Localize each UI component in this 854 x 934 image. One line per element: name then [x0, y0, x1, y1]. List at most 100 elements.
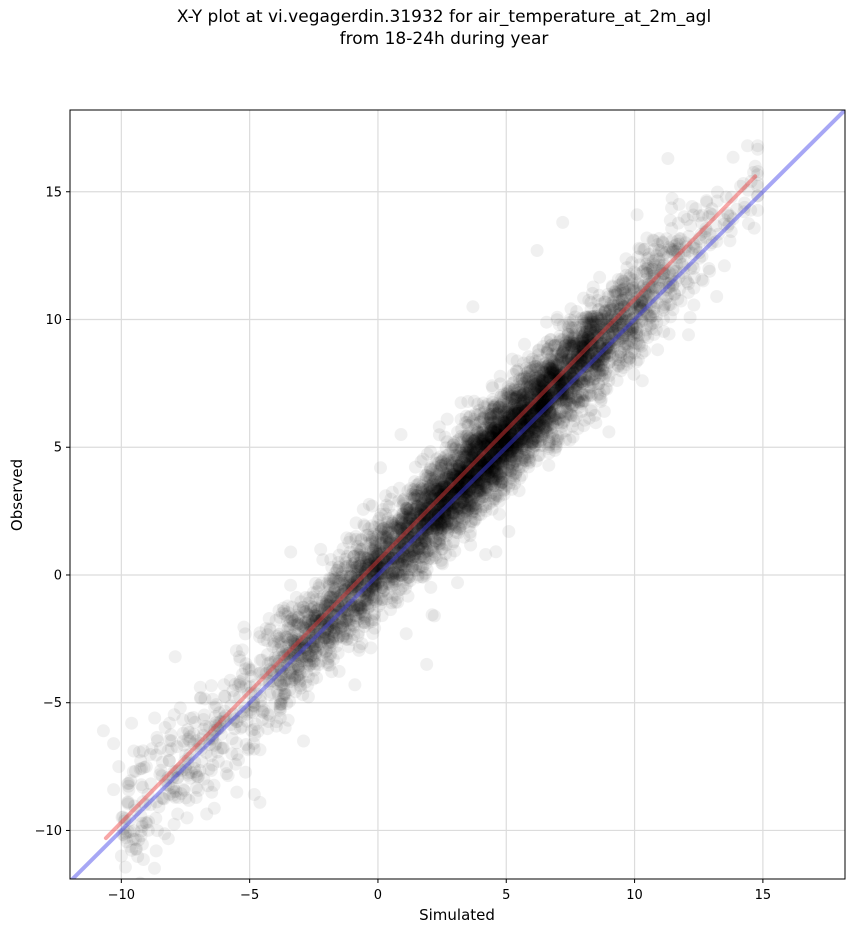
data-point: [595, 326, 609, 339]
data-point: [446, 480, 460, 494]
data-point: [461, 440, 475, 454]
data-point: [407, 550, 421, 564]
data-point: [495, 455, 509, 469]
data-point: [478, 440, 492, 453]
data-point: [474, 444, 488, 458]
data-point: [443, 499, 457, 513]
data-point: [471, 483, 485, 497]
data-point: [134, 754, 148, 768]
data-point: [610, 313, 624, 327]
data-point: [478, 467, 492, 481]
data-point: [534, 389, 548, 403]
data-point: [512, 433, 526, 446]
data-point: [565, 356, 579, 370]
data-point: [717, 259, 731, 273]
data-point: [631, 311, 644, 325]
data-point: [519, 421, 533, 435]
data-point: [536, 401, 550, 415]
data-point: [618, 309, 632, 323]
data-point: [444, 477, 458, 491]
data-point: [487, 425, 501, 439]
data-point: [439, 509, 453, 523]
data-point: [594, 348, 608, 362]
data-point: [510, 401, 524, 415]
data-point: [566, 430, 580, 444]
data-point: [512, 424, 526, 438]
data-point: [621, 314, 634, 328]
data-point: [721, 206, 735, 220]
data-point: [512, 422, 526, 436]
data-point: [401, 549, 415, 563]
data-point: [168, 650, 182, 664]
data-point: [526, 402, 540, 416]
data-point: [449, 508, 463, 522]
data-point: [489, 545, 503, 559]
data-point: [475, 490, 489, 504]
data-point: [521, 378, 535, 392]
data-point: [353, 542, 367, 556]
data-point: [281, 651, 295, 665]
data-point: [342, 581, 356, 595]
data-point: [488, 448, 502, 462]
data-point: [519, 415, 532, 428]
data-point: [126, 765, 140, 779]
data-point: [527, 429, 541, 443]
data-point: [347, 549, 361, 563]
data-point: [478, 445, 492, 459]
data-point: [555, 384, 569, 397]
data-point: [443, 492, 457, 506]
data-point: [417, 510, 431, 524]
data-point: [338, 607, 351, 620]
data-point: [430, 492, 444, 506]
data-point: [332, 594, 346, 608]
data-point: [427, 542, 441, 556]
data-point: [463, 452, 477, 466]
data-point: [188, 755, 202, 769]
data-point: [520, 414, 534, 428]
data-point: [511, 446, 525, 460]
data-point: [297, 734, 310, 748]
data-point: [208, 723, 221, 737]
data-point: [626, 321, 640, 335]
data-point: [602, 425, 616, 439]
data-point: [457, 465, 471, 479]
data-point: [416, 526, 430, 540]
data-point: [652, 258, 666, 272]
data-point: [332, 586, 346, 600]
data-point: [334, 594, 348, 608]
data-point: [385, 516, 399, 530]
data-point: [509, 467, 523, 481]
data-point: [415, 560, 429, 574]
data-point: [371, 529, 385, 543]
data-point: [427, 609, 441, 623]
data-point: [581, 334, 595, 348]
data-point: [564, 302, 578, 316]
data-point: [459, 442, 473, 456]
data-point: [498, 422, 512, 436]
data-point: [606, 307, 620, 321]
data-point: [457, 482, 471, 496]
data-point: [318, 625, 332, 639]
data-point: [456, 494, 470, 508]
data-point: [682, 328, 695, 342]
data-point: [548, 408, 562, 422]
data-point: [466, 450, 480, 464]
data-point: [541, 362, 555, 376]
data-point: [266, 640, 280, 653]
data-point: [374, 461, 387, 475]
data-point: [309, 623, 323, 637]
data-point: [529, 405, 543, 419]
data-point: [311, 642, 325, 656]
data-point: [481, 483, 495, 497]
data-point: [465, 437, 479, 451]
data-point: [427, 513, 441, 526]
data-point: [326, 591, 340, 605]
data-point: [423, 480, 437, 494]
data-point: [492, 432, 505, 446]
data-point: [663, 213, 677, 227]
data-point: [532, 364, 546, 378]
data-point: [601, 333, 615, 347]
data-point: [687, 298, 701, 312]
data-point: [173, 701, 187, 715]
data-point: [368, 621, 382, 635]
